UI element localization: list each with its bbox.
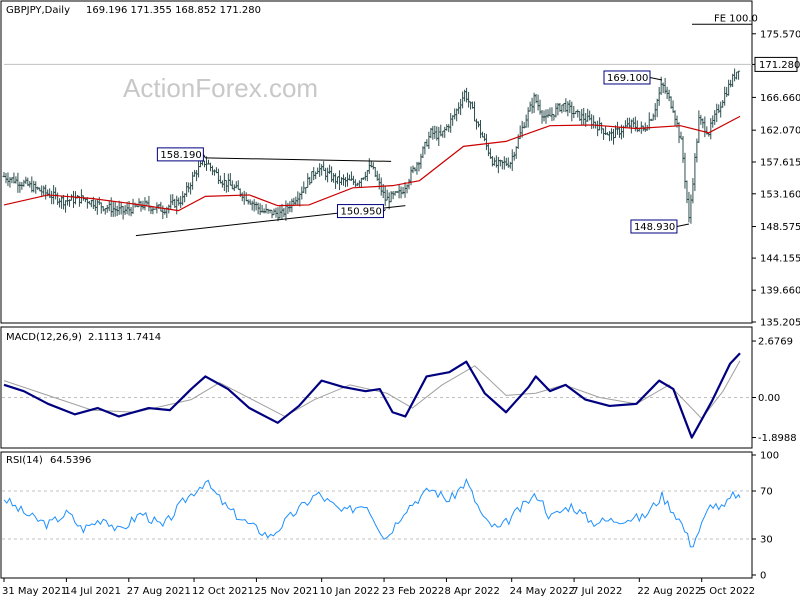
annotation-label: 169.100 <box>607 73 648 84</box>
rsi-ytick-label: 70 <box>760 487 773 498</box>
macd-panel-frame <box>0 326 753 449</box>
price-ytick-label: 162.070 <box>760 126 800 137</box>
xtick-label: 27 Aug 2021 <box>127 586 191 597</box>
xtick-label: 12 Oct 2021 <box>192 586 254 597</box>
xtick-label: 25 Nov 2021 <box>254 586 318 597</box>
rsi-line <box>3 477 741 548</box>
xtick-label: 5 Oct 2022 <box>700 586 755 597</box>
last-price-box <box>754 56 798 72</box>
macd-header-values: 2.1113 1.7414 <box>88 332 161 343</box>
xtick-label: 22 Aug 2022 <box>637 586 701 597</box>
xtick-label: 8 Apr 2022 <box>444 586 499 597</box>
rsi-ytick-label: 0 <box>760 571 766 582</box>
axis-layer: 175.570 166.660 162.070 157.615 153.160 148.5… <box>2 29 800 597</box>
watermark: ActionForex.com <box>123 73 318 103</box>
macd-signal-line <box>3 360 741 420</box>
annotation-box <box>630 219 678 234</box>
annotation-box <box>156 147 204 162</box>
price-bars <box>2 68 741 224</box>
annotation-label: 150.950 <box>340 207 381 218</box>
xtick-label: 23 Feb 2022 <box>382 586 444 597</box>
price-ytick-label: 139.660 <box>760 286 800 297</box>
annotation-label: 148.930 <box>634 222 675 233</box>
annotation-box <box>336 204 384 219</box>
sma-line <box>3 115 741 212</box>
price-title: GBPJPY,Daily <box>6 5 70 16</box>
last-price-label: 171.280 <box>759 60 800 71</box>
rsi-ytick-label: 30 <box>760 535 773 546</box>
price-ytick-label: 135.205 <box>760 318 800 329</box>
price-layer <box>2 23 752 237</box>
macd-title: MACD(12,26,9) <box>6 332 82 343</box>
rsi-title: RSI(14) <box>6 455 43 466</box>
price-ytick-label: 153.160 <box>760 189 800 200</box>
annotation-connector <box>649 76 663 81</box>
macd-ytick-label: 0.00 <box>758 393 780 404</box>
annotation-label: 158.190 <box>160 150 201 161</box>
annotation-box <box>603 70 651 85</box>
price-ytick-label: 144.155 <box>760 254 800 265</box>
rsi-ytick-label: 100 <box>760 451 779 462</box>
price-ohlc-header: 169.196 171.355 168.852 171.280 <box>86 5 261 16</box>
rsi-panel-frame <box>0 451 753 579</box>
trendline-1 <box>205 157 392 162</box>
macd-layer <box>3 352 741 439</box>
xtick-label: 7 Jul 2022 <box>572 586 622 597</box>
annotation-connector <box>676 223 690 227</box>
fe-level-label: FE 100.0 <box>714 13 758 24</box>
xtick-label: 10 Jan 2022 <box>320 586 380 597</box>
price-ytick-label: 148.575 <box>760 222 800 233</box>
price-ytick-label: 166.660 <box>760 93 800 104</box>
price-ytick-label: 157.615 <box>760 157 800 168</box>
annotation-layer: FE 100.0 158.190 150.950 169.100 148.930 <box>156 13 758 234</box>
macd-ytick-label: 2.6769 <box>758 337 793 348</box>
xtick-label: 31 May 2021 <box>2 586 67 597</box>
macd-ytick-label: -1.8988 <box>758 433 797 444</box>
rsi-layer <box>3 477 741 548</box>
xtick-label: 14 Jul 2021 <box>64 586 121 597</box>
xtick-label: 24 May 2022 <box>510 586 575 597</box>
macd-line <box>3 352 741 439</box>
price-ytick-label: 175.570 <box>760 29 800 40</box>
grid-layer <box>2 63 752 540</box>
rsi-header-values: 64.5396 <box>50 455 91 466</box>
